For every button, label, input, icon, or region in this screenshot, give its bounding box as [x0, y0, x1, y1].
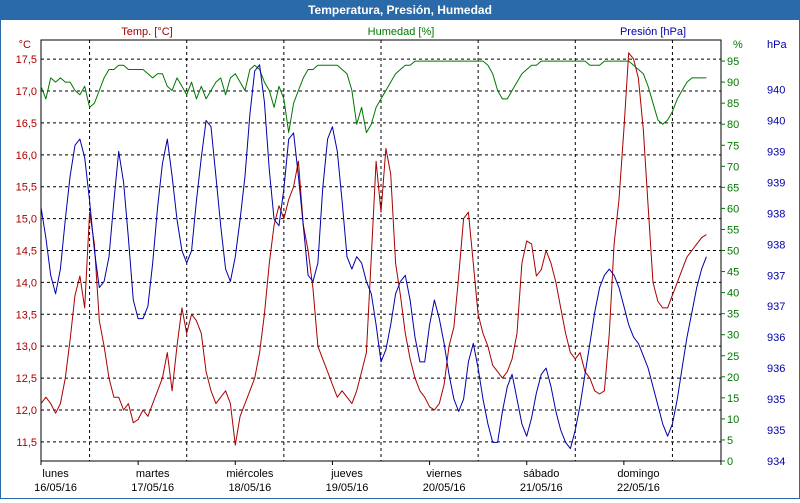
humidity-tick-label: 75 — [727, 140, 739, 152]
chart-lines — [40, 52, 707, 450]
pressure-tick-label: 936 — [767, 332, 785, 344]
x-day-label: lunes — [42, 468, 69, 480]
temp-tick-label: 13,5 — [16, 309, 37, 321]
temp-unit-label: °C — [19, 39, 31, 51]
humidity-axis-label: Humedad [%] — [368, 26, 435, 38]
pressure-tick-label: 936 — [767, 363, 785, 375]
temp-tick-label: 16,0 — [16, 150, 37, 162]
x-axis-labels: lunes 16/05/16 martes 17/05/16 miércoles 18/0… — [34, 468, 660, 494]
x-date-label: 17/05/16 — [131, 482, 174, 494]
pressure-tick-label: 940 — [767, 115, 785, 127]
pressure-tick-label: 937 — [767, 301, 785, 313]
x-day-label: martes — [136, 468, 170, 480]
humidity-tick-label: 40 — [727, 288, 739, 300]
humidity-tick-label: 10 — [727, 414, 739, 426]
humidity-tick-label: 45 — [727, 267, 739, 279]
temp-tick-label: 16,5 — [16, 118, 37, 130]
pressure-tick-label: 934 — [767, 456, 785, 468]
humidity-tick-label: 80 — [727, 119, 739, 131]
temp-tick-label: 12,5 — [16, 373, 37, 385]
x-date-label: 19/05/16 — [326, 482, 369, 494]
x-day-label: viernes — [426, 468, 462, 480]
temp-tick-label: 11,5 — [16, 437, 37, 449]
chart-title: Temperatura, Presión, Humedad — [0, 0, 800, 20]
temp-series-line — [40, 52, 707, 446]
pressure-tick-label: 940 — [767, 85, 785, 97]
humidity-tick-label: 30 — [727, 330, 739, 342]
temp-tick-label: 17,5 — [16, 54, 37, 66]
pressure-unit-label: hPa — [767, 39, 787, 51]
pressure-tick-label: 935 — [767, 425, 785, 437]
x-date-label: 21/05/16 — [520, 482, 563, 494]
temp-tick-label: 14,0 — [16, 277, 37, 289]
humidity-tick-label: 95 — [727, 56, 739, 68]
x-date-label: 18/05/16 — [228, 482, 271, 494]
humidity-tick-label: 55 — [727, 224, 739, 236]
axis-ticks: 11,5 12,0 12,5 13,0 13,5 14,0 14,5 15,0 15,5 16,0… — [16, 54, 786, 468]
humidity-tick-label: 5 — [727, 435, 733, 447]
x-day-label: sábado — [523, 468, 559, 480]
pressure-series-line — [40, 64, 707, 450]
temp-tick-label: 14,5 — [16, 246, 37, 258]
x-day-label: domingo — [617, 468, 659, 480]
pressure-tick-label: 938 — [767, 208, 785, 220]
humidity-tick-label: 0 — [727, 456, 733, 468]
humidity-tick-label: 70 — [727, 161, 739, 173]
temp-tick-label: 15,5 — [16, 182, 37, 194]
humidity-unit-label: % — [733, 39, 743, 51]
x-day-label: jueves — [330, 468, 363, 480]
humidity-tick-label: 90 — [727, 77, 739, 89]
humidity-tick-label: 65 — [727, 182, 739, 194]
pressure-tick-label: 939 — [767, 146, 785, 158]
humidity-tick-label: 50 — [727, 246, 739, 258]
temp-axis-label: Temp. [°C] — [121, 26, 172, 38]
humidity-tick-label: 25 — [727, 351, 739, 363]
pressure-tick-label: 935 — [767, 394, 785, 406]
chart-frame: °C Temp. [°C] Humedad [%] Presión [hPa] … — [0, 20, 800, 499]
x-date-label: 16/05/16 — [34, 482, 77, 494]
chart-canvas: °C Temp. [°C] Humedad [%] Presión [hPa] … — [16, 26, 788, 494]
pressure-axis-label: Presión [hPa] — [620, 26, 686, 38]
chart-grid — [40, 39, 722, 465]
temp-tick-label: 15,0 — [16, 214, 37, 226]
humidity-tick-label: 20 — [727, 372, 739, 384]
humidity-tick-label: 85 — [727, 98, 739, 110]
humidity-tick-label: 15 — [727, 393, 739, 405]
temp-tick-label: 17,0 — [16, 86, 37, 98]
pressure-tick-label: 937 — [767, 270, 785, 282]
x-date-label: 22/05/16 — [617, 482, 660, 494]
temp-tick-label: 12,0 — [16, 405, 37, 417]
temp-tick-label: 13,0 — [16, 341, 37, 353]
humidity-tick-label: 60 — [727, 203, 739, 215]
humidity-series-line — [40, 60, 707, 134]
pressure-tick-label: 938 — [767, 239, 785, 251]
humidity-tick-label: 35 — [727, 309, 739, 321]
pressure-tick-label: 939 — [767, 177, 785, 189]
x-date-label: 20/05/16 — [423, 482, 466, 494]
x-day-label: miércoles — [226, 468, 274, 480]
